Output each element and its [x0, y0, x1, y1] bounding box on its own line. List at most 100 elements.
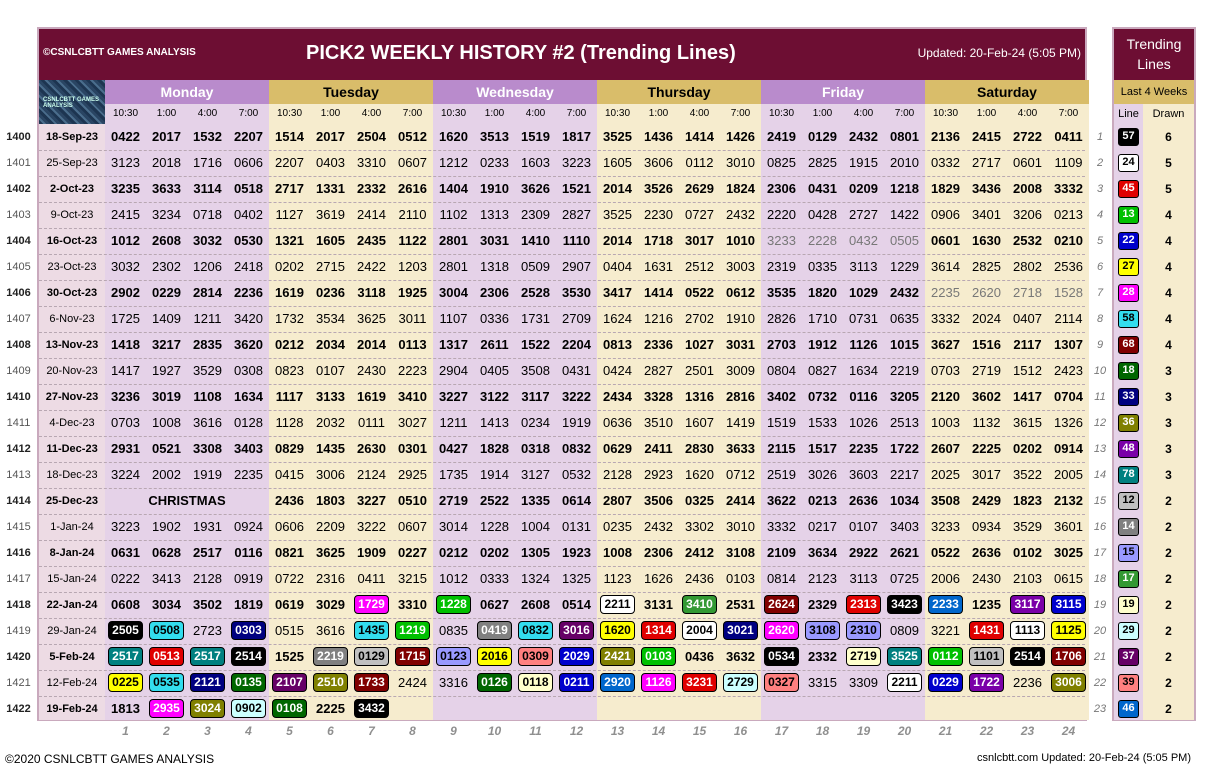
- column-number[interactable]: 15: [692, 724, 707, 738]
- row-date[interactable]: 6-Nov-23: [49, 313, 95, 325]
- day-band[interactable]: [269, 124, 433, 720]
- row-divider[interactable]: [39, 462, 1085, 463]
- row-number[interactable]: 1417: [6, 573, 31, 585]
- row-number[interactable]: 1404: [6, 235, 31, 247]
- row-date[interactable]: 23-Oct-23: [47, 261, 97, 273]
- row-divider[interactable]: [39, 566, 1085, 567]
- row-divider[interactable]: [39, 696, 1085, 697]
- column-number[interactable]: 23: [1020, 724, 1035, 738]
- row-number[interactable]: 1418: [6, 599, 31, 611]
- row-date[interactable]: 25-Dec-23: [46, 495, 98, 507]
- time-label[interactable]: 1:00: [812, 108, 833, 119]
- row-number[interactable]: 1414: [6, 495, 31, 507]
- column-number[interactable]: 6: [327, 724, 334, 738]
- column-number[interactable]: 1: [122, 724, 129, 738]
- row-number[interactable]: 1401: [6, 157, 31, 169]
- day-header-wednesday[interactable]: Wednesday: [433, 80, 597, 104]
- row-number[interactable]: 1415: [6, 521, 31, 533]
- row-number[interactable]: 1416: [6, 547, 31, 559]
- time-row[interactable]: [925, 104, 1089, 124]
- row-divider[interactable]: [39, 176, 1085, 177]
- column-number[interactable]: 7: [368, 724, 375, 738]
- time-row[interactable]: [433, 104, 597, 124]
- time-label[interactable]: 4:00: [525, 108, 546, 119]
- column-number[interactable]: 5: [286, 724, 293, 738]
- row-date[interactable]: 8-Jan-24: [49, 547, 95, 559]
- row-date[interactable]: 22-Jan-24: [46, 599, 98, 611]
- row-number[interactable]: 1403: [6, 209, 31, 221]
- row-date[interactable]: 27-Nov-23: [45, 391, 99, 403]
- row-divider[interactable]: [39, 540, 1085, 541]
- column-number[interactable]: 9: [450, 724, 457, 738]
- row-date[interactable]: 19-Feb-24: [46, 703, 98, 715]
- row-divider[interactable]: [39, 436, 1085, 437]
- row-date[interactable]: 13-Nov-23: [45, 339, 99, 351]
- row-date[interactable]: 29-Jan-24: [47, 625, 97, 637]
- row-divider[interactable]: [39, 228, 1085, 229]
- column-number[interactable]: 11: [529, 724, 542, 738]
- row-date[interactable]: 18-Dec-23: [46, 469, 98, 481]
- time-label[interactable]: 10:30: [932, 108, 959, 119]
- row-number[interactable]: 1420: [6, 651, 31, 663]
- column-number[interactable]: 3: [204, 724, 211, 738]
- time-label[interactable]: 4:00: [197, 108, 218, 119]
- column-number[interactable]: 13: [610, 724, 625, 738]
- day-header-tuesday[interactable]: Tuesday: [269, 80, 433, 104]
- day-header-saturday[interactable]: Saturday: [925, 80, 1089, 104]
- row-divider[interactable]: [39, 488, 1085, 489]
- time-label[interactable]: 10:30: [768, 108, 795, 119]
- time-label[interactable]: 10:30: [440, 108, 467, 119]
- time-label[interactable]: 10:30: [604, 108, 631, 119]
- row-date[interactable]: 18-Sep-23: [46, 131, 98, 143]
- time-label[interactable]: 7:00: [402, 108, 423, 119]
- day-header-monday[interactable]: Monday: [105, 80, 269, 104]
- row-divider[interactable]: [39, 644, 1085, 645]
- row-number[interactable]: 1407: [6, 313, 31, 325]
- row-number[interactable]: 1412: [6, 443, 31, 455]
- column-number[interactable]: 24: [1061, 724, 1076, 738]
- time-label[interactable]: 10:30: [112, 108, 139, 119]
- time-label[interactable]: 4:00: [689, 108, 710, 119]
- day-band[interactable]: [597, 124, 761, 720]
- row-number[interactable]: 1411: [6, 417, 31, 429]
- row-date[interactable]: 1-Jan-24: [50, 521, 94, 533]
- column-number[interactable]: 4: [245, 724, 252, 738]
- row-number[interactable]: 1421: [6, 677, 31, 689]
- row-number[interactable]: 1400: [6, 131, 31, 143]
- row-divider[interactable]: [39, 514, 1085, 515]
- time-label[interactable]: 1:00: [976, 108, 997, 119]
- time-label[interactable]: 1:00: [156, 108, 177, 119]
- time-label[interactable]: 1:00: [648, 108, 669, 119]
- time-label[interactable]: 7:00: [238, 108, 259, 119]
- date-column[interactable]: [39, 124, 105, 720]
- row-date[interactable]: 20-Nov-23: [46, 365, 98, 377]
- row-number[interactable]: 1402: [6, 183, 31, 195]
- column-number[interactable]: 18: [815, 724, 830, 738]
- time-row[interactable]: [105, 104, 269, 124]
- time-label[interactable]: 7:00: [566, 108, 587, 119]
- row-date[interactable]: 4-Dec-23: [49, 417, 95, 429]
- row-date[interactable]: 16-Oct-23: [46, 235, 98, 247]
- row-number[interactable]: 1413: [6, 469, 31, 481]
- row-divider[interactable]: [39, 254, 1085, 255]
- column-number[interactable]: 22: [979, 724, 994, 738]
- column-number[interactable]: 16: [733, 724, 748, 738]
- row-date[interactable]: 12-Feb-24: [46, 677, 98, 689]
- row-date[interactable]: 5-Feb-24: [49, 651, 95, 663]
- time-label[interactable]: 4:00: [361, 108, 382, 119]
- row-number[interactable]: 1408: [6, 339, 31, 351]
- column-number[interactable]: 8: [409, 724, 416, 738]
- column-number[interactable]: 20: [897, 724, 912, 738]
- column-number[interactable]: 2: [163, 724, 170, 738]
- time-label[interactable]: 1:00: [320, 108, 341, 119]
- row-divider[interactable]: [39, 592, 1085, 593]
- time-label[interactable]: 1:00: [484, 108, 505, 119]
- row-divider[interactable]: [39, 618, 1085, 619]
- day-band[interactable]: [105, 124, 269, 720]
- column-number[interactable]: 17: [774, 724, 789, 738]
- day-band[interactable]: [433, 124, 597, 720]
- time-label[interactable]: 10:30: [276, 108, 303, 119]
- time-label[interactable]: 7:00: [894, 108, 915, 119]
- column-number[interactable]: 12: [569, 724, 584, 738]
- row-divider[interactable]: [39, 670, 1085, 671]
